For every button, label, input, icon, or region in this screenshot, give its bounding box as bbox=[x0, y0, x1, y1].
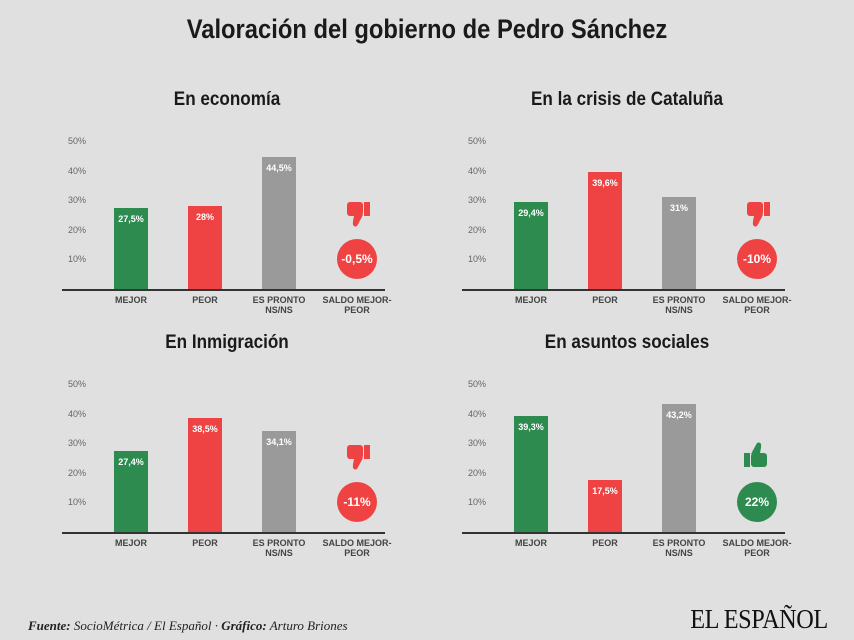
value-label: 17,5% bbox=[592, 486, 618, 497]
value-label: 38,5% bbox=[192, 424, 218, 435]
baseline bbox=[462, 532, 785, 534]
category-label: PEOR bbox=[592, 538, 618, 548]
panel-title: En Inmigración bbox=[165, 332, 289, 353]
balance-circle: 22% bbox=[737, 482, 777, 522]
category-label: PEOR bbox=[192, 538, 218, 548]
credit-label: Gráfico: bbox=[221, 618, 267, 633]
separator: · bbox=[214, 618, 218, 633]
baseline bbox=[62, 532, 385, 534]
y-tick-label: 50% bbox=[67, 379, 86, 389]
category-label: SALDO MEJOR-PEOR bbox=[322, 295, 392, 315]
y-tick-label: 20% bbox=[67, 467, 86, 478]
bar bbox=[114, 207, 148, 289]
value-label: 29,4% bbox=[518, 207, 544, 218]
category-label: SALDO MEJOR-PEOR bbox=[322, 538, 392, 558]
value-label: 39,6% bbox=[592, 177, 618, 188]
y-tick-label: 40% bbox=[67, 408, 86, 419]
value-label: 28% bbox=[195, 212, 214, 223]
y-tick-label: 30% bbox=[467, 438, 486, 449]
category-label: MEJOR bbox=[114, 295, 147, 305]
y-tick-label: 20% bbox=[67, 224, 86, 235]
y-tick-label: 50% bbox=[467, 379, 486, 389]
y-tick-label: 50% bbox=[67, 136, 86, 146]
y-tick-label: 20% bbox=[467, 467, 486, 478]
bar bbox=[188, 418, 222, 532]
bar bbox=[262, 431, 296, 532]
thumb-down-icon bbox=[347, 445, 370, 470]
baseline bbox=[62, 289, 385, 291]
balance-circle: -0,5% bbox=[337, 239, 377, 279]
panel-title: En asuntos sociales bbox=[544, 332, 710, 353]
category-label: MEJOR bbox=[514, 538, 547, 548]
y-tick-label: 30% bbox=[467, 195, 486, 206]
bar bbox=[514, 201, 548, 289]
source: SocioMétrica / El Español bbox=[73, 618, 212, 633]
value-label: 27,5% bbox=[118, 213, 144, 224]
main-title: Valoración del gobierno de Pedro Sánchez bbox=[186, 14, 668, 44]
value-label: 43,2% bbox=[666, 410, 692, 421]
panel-title: En la crisis de Cataluña bbox=[531, 89, 723, 110]
value-label: 31% bbox=[669, 203, 688, 214]
thumb-up-icon bbox=[744, 442, 767, 467]
y-tick-label: 10% bbox=[67, 497, 86, 508]
y-tick-label: 40% bbox=[67, 165, 86, 176]
credit: Arturo Briones bbox=[269, 618, 348, 633]
category-label: SALDO MEJOR-PEOR bbox=[722, 538, 792, 558]
bar bbox=[514, 415, 548, 532]
value-label: 44,5% bbox=[266, 163, 292, 174]
category-label: ES PRONTO NS/NS bbox=[252, 538, 306, 558]
thumb-down-icon bbox=[747, 202, 770, 227]
value-label: 39,3% bbox=[518, 421, 544, 432]
category-label: MEJOR bbox=[114, 538, 147, 548]
y-tick-label: 50% bbox=[467, 136, 486, 146]
bar bbox=[114, 450, 148, 532]
baseline bbox=[462, 289, 785, 291]
y-tick-label: 10% bbox=[67, 254, 86, 265]
footer: Fuente: SocioMétrica / El Español · Gráf… bbox=[28, 618, 348, 634]
y-tick-label: 40% bbox=[467, 408, 486, 419]
category-label: PEOR bbox=[192, 295, 218, 305]
source-label: Fuente: bbox=[28, 618, 71, 633]
category-label: ES PRONTO NS/NS bbox=[252, 295, 306, 315]
y-tick-label: 30% bbox=[67, 438, 86, 449]
category-label: ES PRONTO NS/NS bbox=[652, 295, 706, 315]
category-label: SALDO MEJOR-PEOR bbox=[722, 295, 792, 315]
y-tick-label: 20% bbox=[467, 224, 486, 235]
value-label: 27,4% bbox=[118, 456, 144, 467]
bar bbox=[188, 206, 222, 289]
bar bbox=[662, 197, 696, 289]
category-label: MEJOR bbox=[514, 295, 547, 305]
category-label: PEOR bbox=[592, 295, 618, 305]
panel-title: En economía bbox=[173, 89, 281, 110]
thumb-down-icon bbox=[347, 202, 370, 227]
bar bbox=[588, 480, 622, 532]
bar bbox=[588, 171, 622, 289]
category-label: ES PRONTO NS/NS bbox=[652, 538, 706, 558]
balance-circle: -10% bbox=[737, 239, 777, 279]
y-tick-label: 40% bbox=[467, 165, 486, 176]
y-tick-label: 30% bbox=[67, 195, 86, 206]
bar bbox=[262, 157, 296, 289]
value-label: 34,1% bbox=[266, 437, 292, 448]
balance-circle: -11% bbox=[337, 482, 377, 522]
y-tick-label: 10% bbox=[467, 254, 486, 265]
bar bbox=[662, 404, 696, 532]
logo: EL ESPAÑOL bbox=[690, 604, 828, 634]
y-tick-label: 10% bbox=[467, 497, 486, 508]
